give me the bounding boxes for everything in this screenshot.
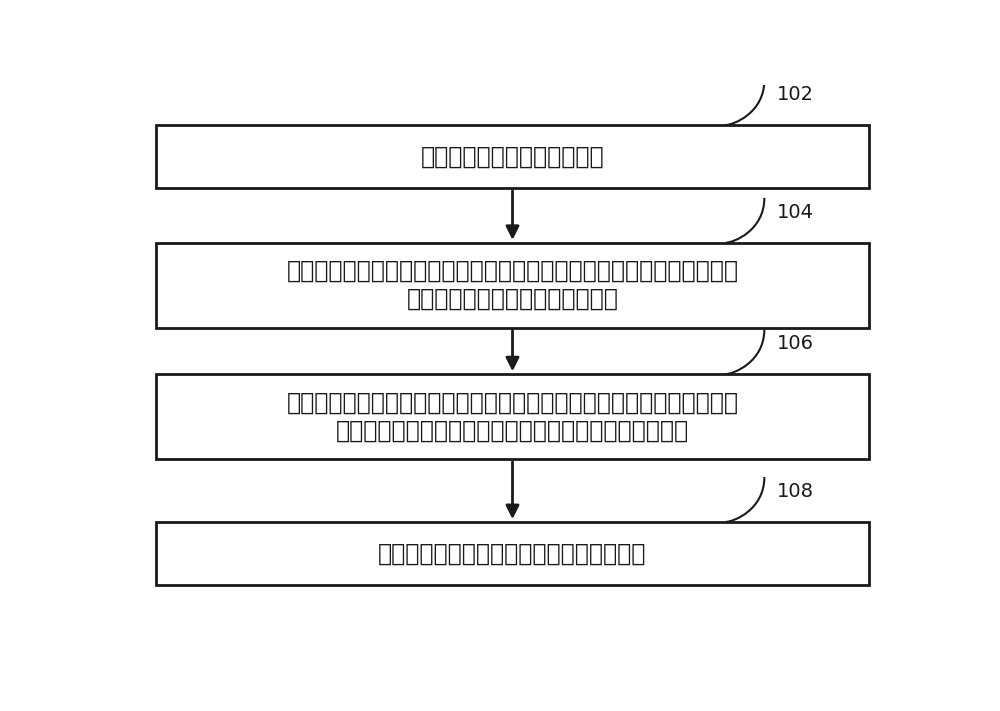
Text: 通过安装在目标车辆上的车载设备获取车辆进入停车场后的车辆行驶信息
，车辆行驶信息包括：行驶角度信息和车辆行驶里程信息: 通过安装在目标车辆上的车载设备获取车辆进入停车场后的车辆行驶信息 ，车辆行驶信息… [287, 390, 738, 442]
FancyBboxPatch shape [156, 374, 869, 459]
FancyBboxPatch shape [156, 125, 869, 188]
Text: 当检测到目标车辆的定位状态信息由精确定位状态变化为非精确定位状态
时，判定目标车辆正在进入停车场: 当检测到目标车辆的定位状态信息由精确定位状态变化为非精确定位状态 时，判定目标车… [287, 260, 738, 311]
Text: 根据车辆行驶信息确定目标车辆的停靠层数: 根据车辆行驶信息确定目标车辆的停靠层数 [378, 541, 647, 565]
Text: 104: 104 [777, 203, 814, 222]
Text: 106: 106 [777, 334, 814, 353]
Text: 102: 102 [777, 85, 814, 105]
FancyBboxPatch shape [156, 522, 869, 585]
FancyBboxPatch shape [156, 242, 869, 328]
Text: 获取目标车辆的定位状态信息: 获取目标车辆的定位状态信息 [421, 144, 604, 169]
Text: 108: 108 [777, 482, 814, 501]
